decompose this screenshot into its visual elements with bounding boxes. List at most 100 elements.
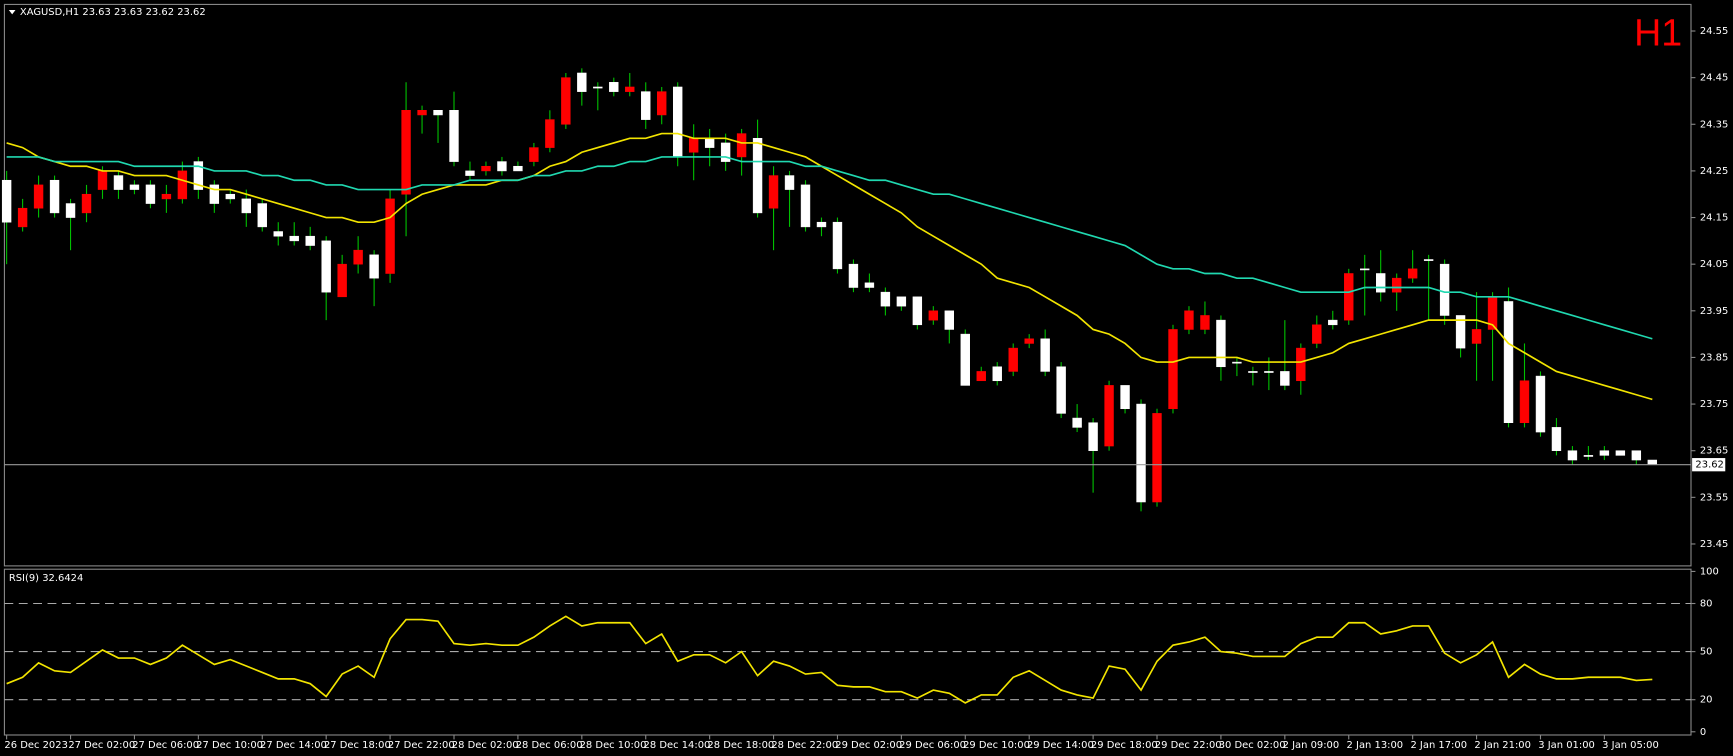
candle-body (1599, 450, 1610, 456)
candle-body (273, 231, 283, 237)
candle-body (1104, 385, 1114, 447)
y-tick-label: 24.25 (1700, 166, 1728, 177)
candle-body (385, 198, 395, 274)
y-tick-label: 0 (1700, 727, 1706, 738)
candle-body (1376, 273, 1386, 293)
candle-body (545, 119, 555, 148)
candle-body (1455, 315, 1466, 349)
x-tick-label: 27 Dec 06:00 (132, 740, 199, 751)
candle-body (896, 296, 907, 307)
candle-body (529, 147, 539, 162)
candle-body (1567, 450, 1578, 461)
y-tick-label: 24.55 (1700, 26, 1728, 37)
candle-body (1024, 338, 1034, 344)
y-tick-label: 100 (1700, 566, 1719, 577)
candle-body (1360, 268, 1370, 271)
candle-body (193, 161, 204, 190)
candle-body (1423, 259, 1434, 261)
candle-body (241, 198, 251, 214)
candle-body (289, 235, 299, 242)
candle-body (337, 263, 347, 298)
candle-body (433, 110, 443, 116)
y-tick-label: 23.55 (1700, 492, 1728, 503)
candle-body (129, 184, 140, 190)
y-tick-label: 23.95 (1700, 306, 1728, 317)
candle-body (1184, 310, 1194, 330)
candle-body (1200, 315, 1210, 330)
x-tick-label: 2 Jan 21:00 (1474, 740, 1531, 751)
candle-body (1535, 375, 1546, 433)
candle-body (481, 165, 491, 172)
candle-body (976, 371, 986, 382)
y-tick-label: 80 (1700, 599, 1713, 610)
y-tick-label: 23.65 (1700, 446, 1728, 457)
rsi-line (6, 615, 1653, 704)
candle-body (880, 291, 891, 307)
y-tick-label: 50 (1700, 647, 1713, 658)
y-tick-label: 23.75 (1700, 399, 1728, 410)
candle-body (752, 137, 763, 214)
candle-body (65, 203, 76, 218)
candle-body (161, 193, 172, 200)
candle-body (33, 184, 44, 209)
x-tick-label: 29 Dec 22:00 (1155, 740, 1222, 751)
candle-body (1, 179, 12, 223)
candle-body (593, 86, 603, 89)
y-tick-label: 24.35 (1700, 119, 1728, 130)
x-tick-label: 28 Dec 18:00 (707, 740, 774, 751)
candle-body (928, 310, 939, 321)
main-pane-frame (3, 3, 1692, 567)
x-tick-label: 27 Dec 02:00 (68, 740, 135, 751)
candle-body (1136, 403, 1146, 503)
candle-body (832, 221, 843, 270)
candle-body (321, 240, 331, 293)
candle-body (625, 86, 635, 92)
candle-body (720, 142, 731, 162)
candle-body (1120, 385, 1130, 410)
candle-body (1551, 427, 1562, 451)
chart-title: XAGUSD,H1 23.63 23.63 23.62 23.62 (20, 7, 206, 18)
candle-body (657, 91, 667, 116)
x-tick-label: 27 Dec 14:00 (260, 740, 327, 751)
candle-body (401, 110, 411, 195)
candle-body (1232, 361, 1242, 364)
x-tick-label: 28 Dec 02:00 (452, 740, 519, 751)
candle-body (369, 254, 379, 279)
candle-body (609, 82, 619, 92)
x-tick-label: 2 Jan 13:00 (1347, 740, 1404, 751)
candle-body (81, 193, 92, 214)
candle-body (1072, 417, 1082, 428)
candle-body (704, 137, 715, 148)
candle-body (1631, 450, 1642, 461)
x-tick-label: 28 Dec 14:00 (644, 740, 711, 751)
candle-body (736, 133, 747, 158)
y-tick-label: 24.05 (1700, 259, 1728, 270)
timeframe-label: H1 (1634, 11, 1682, 53)
y-tick-label: 20 (1700, 695, 1713, 706)
candle-body (177, 170, 188, 200)
candle-body (1152, 413, 1162, 503)
y-tick-label: 23.85 (1700, 352, 1728, 363)
candle-body (1328, 319, 1338, 326)
candle-body (1056, 366, 1066, 414)
candle-body (768, 175, 779, 209)
candle-body (113, 175, 124, 190)
x-tick-label: 29 Dec 06:00 (899, 740, 966, 751)
candle-body (784, 175, 795, 190)
x-tick-label: 28 Dec 10:00 (580, 740, 647, 751)
candle-body (1407, 268, 1418, 279)
candle-body (688, 137, 699, 153)
candle-body (145, 184, 156, 204)
candle-body (465, 170, 475, 176)
candle-body (1008, 347, 1018, 372)
candle-body (992, 366, 1002, 382)
candle-body (1647, 459, 1658, 465)
last-price-box (1692, 458, 1726, 472)
header-arrow (8, 9, 16, 15)
candle-body (1040, 338, 1050, 372)
candle-body (225, 193, 236, 200)
candle-body (417, 110, 427, 116)
candle-body (960, 333, 970, 386)
candle-body (1471, 329, 1482, 344)
